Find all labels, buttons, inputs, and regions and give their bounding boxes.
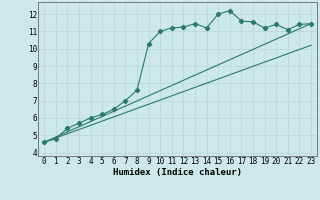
X-axis label: Humidex (Indice chaleur): Humidex (Indice chaleur)	[113, 168, 242, 177]
